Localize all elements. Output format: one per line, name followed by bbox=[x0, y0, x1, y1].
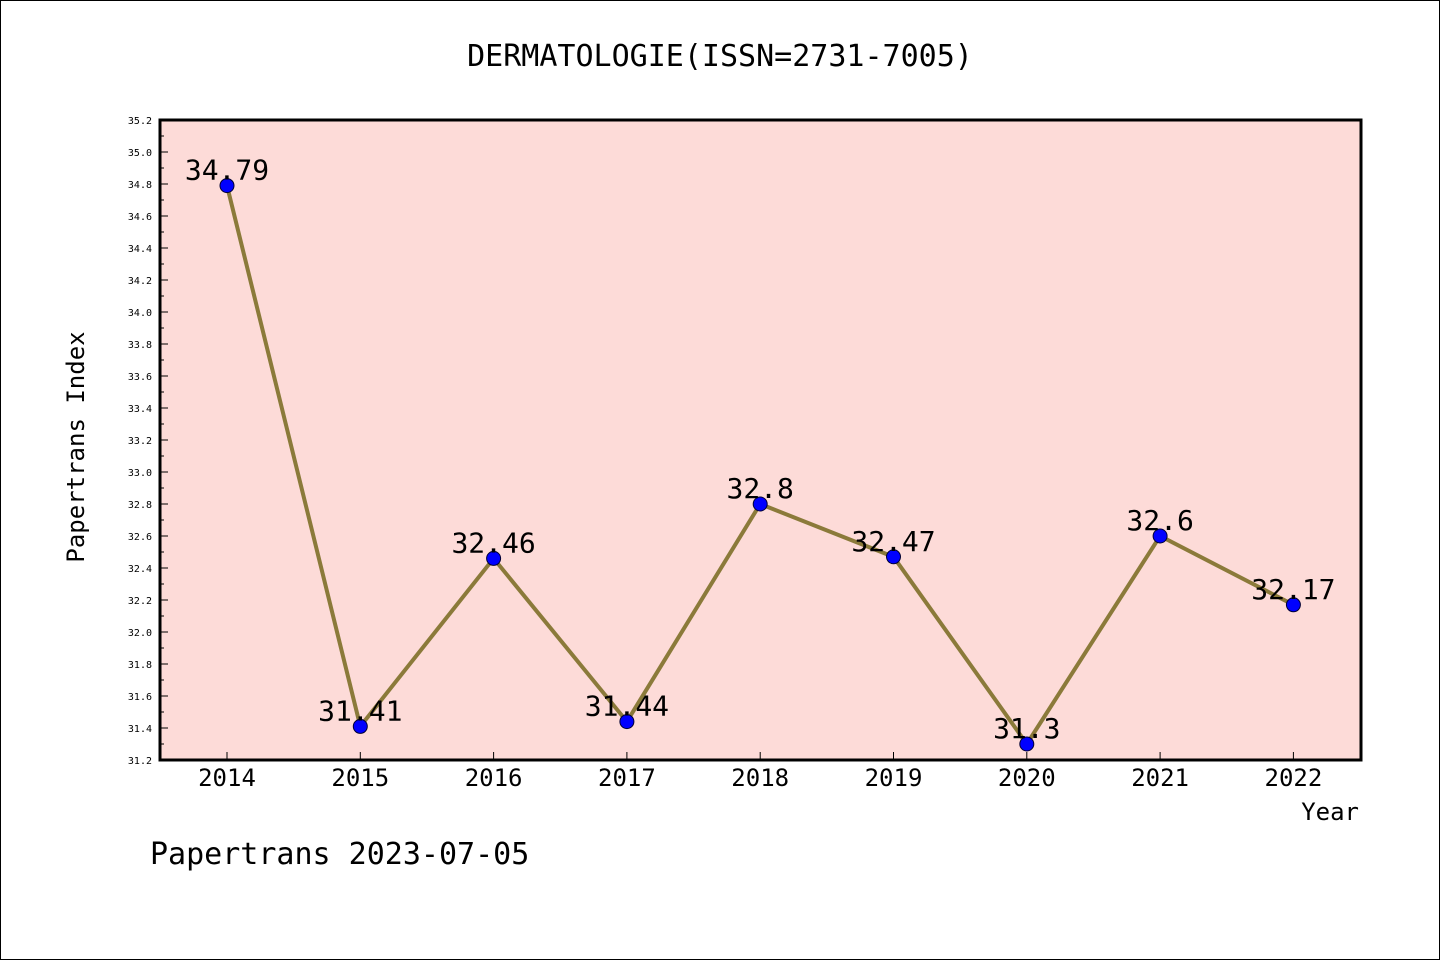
y-tick-label: 35.2 bbox=[128, 116, 152, 127]
y-tick-label: 34.8 bbox=[128, 180, 152, 191]
x-tick-label: 2014 bbox=[198, 764, 256, 792]
data-label: 31.44 bbox=[585, 690, 669, 723]
data-label: 32.46 bbox=[451, 526, 535, 559]
y-tick-label: 34.4 bbox=[128, 244, 152, 255]
data-point bbox=[219, 178, 235, 194]
x-axis: 2014 2015 2016 2017 2018 2019 2020 2021 2022 bbox=[198, 752, 1322, 792]
y-tick-label: 32.0 bbox=[128, 628, 152, 639]
y-tick-label: 32.6 bbox=[128, 532, 152, 543]
chart-title: DERMATOLOGIE(ISSN=2731-7005) bbox=[467, 39, 973, 74]
y-tick-label: 33.0 bbox=[128, 468, 152, 479]
y-tick-label: 32.2 bbox=[128, 596, 152, 607]
data-point bbox=[352, 718, 368, 734]
data-point bbox=[1285, 597, 1301, 613]
x-tick-label: 2018 bbox=[731, 764, 789, 792]
y-tick-label: 33.2 bbox=[128, 436, 152, 447]
x-axis-label: Year bbox=[1301, 798, 1359, 826]
y-tick-label: 34.2 bbox=[128, 276, 152, 287]
data-label: 32.47 bbox=[851, 525, 935, 558]
y-tick-label: 32.8 bbox=[128, 500, 152, 511]
series-group: 34.79 31.41 32.46 31.44 32.8 32.47 31.3 32.6 32.… bbox=[185, 154, 1336, 752]
x-tick-label: 2020 bbox=[998, 764, 1056, 792]
data-point bbox=[752, 496, 768, 512]
x-tick-label: 2017 bbox=[598, 764, 656, 792]
data-label: 31.41 bbox=[318, 694, 402, 727]
y-axis-label: Papertrans Index bbox=[62, 331, 90, 562]
plot-area bbox=[158, 118, 1363, 762]
y-tick-label: 31.8 bbox=[128, 660, 152, 671]
data-label: 34.79 bbox=[185, 154, 269, 187]
y-tick-label: 35.0 bbox=[128, 148, 152, 159]
y-tick-label: 31.6 bbox=[128, 692, 152, 703]
y-tick-label: 33.8 bbox=[128, 340, 152, 351]
y-tick-label: 34.0 bbox=[128, 308, 152, 319]
y-tick-label: 34.6 bbox=[128, 212, 152, 223]
data-point bbox=[486, 550, 502, 566]
x-tick-label: 2015 bbox=[331, 764, 389, 792]
y-tick-label: 31.4 bbox=[128, 724, 152, 735]
data-label: 32.17 bbox=[1251, 573, 1335, 606]
x-tick-label: 2021 bbox=[1131, 764, 1189, 792]
data-label: 32.6 bbox=[1126, 504, 1193, 537]
data-point bbox=[886, 549, 901, 565]
y-tick-label: 33.6 bbox=[128, 372, 152, 383]
y-tick-label: 32.4 bbox=[128, 564, 152, 575]
data-label: 31.3 bbox=[993, 712, 1060, 745]
y-tick-label: 31.2 bbox=[128, 756, 152, 767]
data-point bbox=[619, 714, 635, 730]
data-point bbox=[1019, 736, 1035, 752]
y-axis: 31.2 31.4 31.6 31.8 32.0 32.2 32.4 32.6 32.8 33.0… bbox=[128, 116, 168, 767]
x-tick-label: 2022 bbox=[1265, 764, 1323, 792]
data-point bbox=[1152, 528, 1168, 544]
x-tick-label: 2016 bbox=[465, 764, 523, 792]
footer-date: Papertrans 2023-07-05 bbox=[150, 837, 529, 872]
x-tick-label: 2019 bbox=[865, 764, 923, 792]
data-label: 32.8 bbox=[726, 472, 793, 505]
y-tick-label: 33.4 bbox=[128, 404, 152, 415]
